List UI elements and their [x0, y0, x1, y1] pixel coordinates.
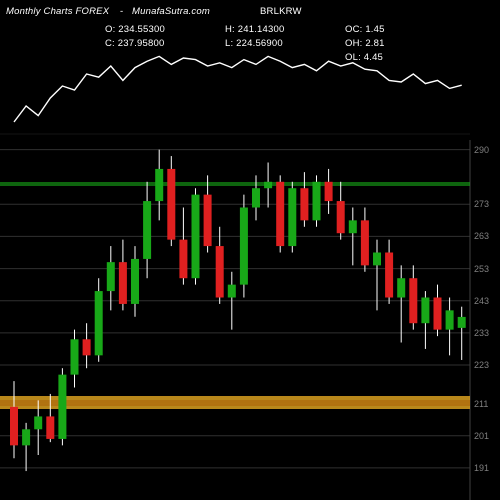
- title-sep: -: [120, 6, 123, 17]
- y-tick-label: 290: [474, 145, 489, 155]
- y-tick-label: 201: [474, 431, 489, 441]
- y-tick-label: 191: [474, 463, 489, 473]
- y-tick-label: 253: [474, 264, 489, 274]
- y-tick-label: 263: [474, 231, 489, 241]
- ohlc-open: O: 234.55300: [105, 24, 165, 35]
- ohlc-oh: OH: 2.81: [345, 38, 385, 49]
- title-source: MunafaSutra.com: [132, 6, 210, 17]
- y-tick-label: 223: [474, 360, 489, 370]
- ohlc-close: C: 237.95800: [105, 38, 164, 49]
- ohlc-high: H: 241.14300: [225, 24, 284, 35]
- y-tick-label: 273: [474, 199, 489, 209]
- symbol: BRLKRW: [260, 6, 302, 17]
- y-tick-label: 243: [474, 296, 489, 306]
- chart-stage: Monthly Charts FOREX - MunafaSutra.com B…: [0, 0, 500, 500]
- y-tick-label: 233: [474, 328, 489, 338]
- ohlc-oc: OC: 1.45: [345, 24, 385, 35]
- title-left: Monthly Charts FOREX: [6, 6, 109, 17]
- ohlc-ol: OL: 4.45: [345, 52, 383, 63]
- y-tick-label: 211: [474, 399, 488, 409]
- chart-canvas: [0, 0, 500, 500]
- ohlc-low: L: 224.56900: [225, 38, 283, 49]
